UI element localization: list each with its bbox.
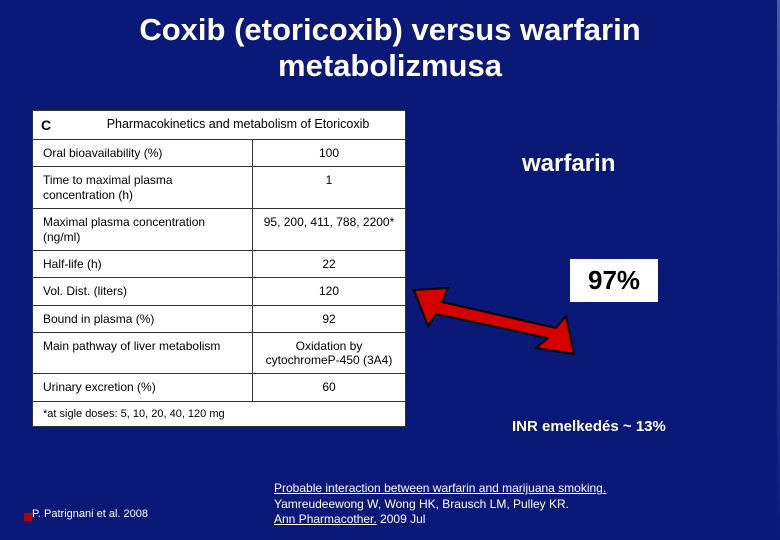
row-label: Maximal plasma concentration (ng/ml) xyxy=(33,209,253,250)
row-label: Half-life (h) xyxy=(33,251,253,277)
row-value: 60 xyxy=(253,374,405,400)
panel-letter: C xyxy=(33,111,71,139)
table-row: Urinary excretion (%) 60 xyxy=(33,374,405,401)
row-value: Oxidation by cytochromeP-450 (3A4) xyxy=(253,333,405,373)
row-label: Main pathway of liver metabolism xyxy=(33,333,253,373)
row-label: Time to maximal plasma concentration (h) xyxy=(33,167,253,208)
citation-journal: Ann Pharmacother. xyxy=(274,512,377,526)
citation-title: Probable interaction between warfarin an… xyxy=(274,481,606,497)
pk-table-footnote: *at sigle doses: 5, 10, 20, 40, 120 mg xyxy=(33,402,405,426)
double-arrow-icon xyxy=(406,280,576,360)
table-row: Bound in plasma (%) 92 xyxy=(33,306,405,333)
row-value: 92 xyxy=(253,306,405,332)
row-label: Bound in plasma (%) xyxy=(33,306,253,332)
citation-right: Probable interaction between warfarin an… xyxy=(274,481,606,528)
row-label: Urinary excretion (%) xyxy=(33,374,253,400)
inr-text: INR emelkedés ~ 13% xyxy=(512,418,666,435)
table-row: Vol. Dist. (liters) 120 xyxy=(33,278,405,305)
citation-left: P. Patrignani et al. 2008 xyxy=(32,508,148,520)
warfarin-label: warfarin xyxy=(522,150,615,178)
row-label: Vol. Dist. (liters) xyxy=(33,278,253,304)
citation-journal-line: Ann Pharmacother. 2009 Jul xyxy=(274,512,606,528)
bound-pct-box: 97% xyxy=(570,259,658,302)
pk-table-caption: Pharmacokinetics and metabolism of Etori… xyxy=(71,111,405,139)
bullet-icon xyxy=(24,513,32,521)
citation-date: 2009 Jul xyxy=(377,512,426,526)
table-row: Time to maximal plasma concentration (h)… xyxy=(33,167,405,209)
table-row: Half-life (h) 22 xyxy=(33,251,405,278)
row-value: 22 xyxy=(253,251,405,277)
pk-table: C Pharmacokinetics and metabolism of Eto… xyxy=(32,110,406,427)
row-label: Oral bioavailability (%) xyxy=(33,140,253,166)
row-value: 95, 200, 411, 788, 2200* xyxy=(253,209,405,250)
pk-table-header: C Pharmacokinetics and metabolism of Eto… xyxy=(33,111,405,140)
table-row: Maximal plasma concentration (ng/ml) 95,… xyxy=(33,209,405,251)
table-row: Oral bioavailability (%) 100 xyxy=(33,140,405,167)
citation-authors: Yamreudeewong W, Wong HK, Brausch LM, Pu… xyxy=(274,497,606,513)
table-row: Main pathway of liver metabolism Oxidati… xyxy=(33,333,405,374)
slide-title: Coxib (etoricoxib) versus warfarin metab… xyxy=(0,0,780,91)
row-value: 1 xyxy=(253,167,405,208)
row-value: 120 xyxy=(253,278,405,304)
row-value: 100 xyxy=(253,140,405,166)
